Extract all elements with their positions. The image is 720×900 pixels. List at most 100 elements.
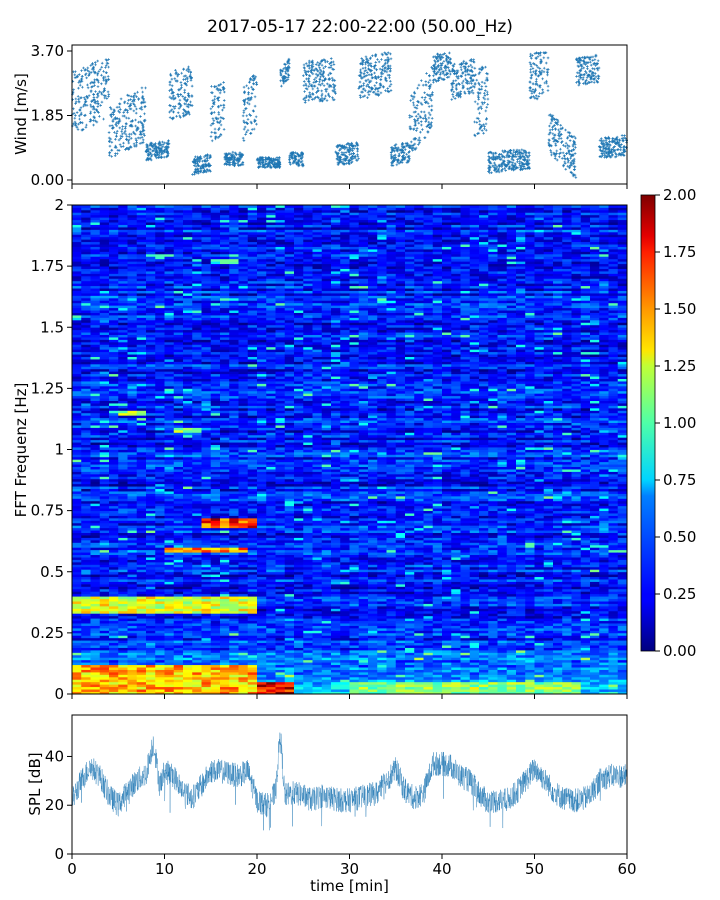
spectrogram-cell (109, 327, 119, 331)
spectrogram-cell (72, 483, 82, 487)
spectrogram-cell (90, 398, 101, 401)
spectrogram-cell (136, 601, 147, 604)
spectrogram-cell (118, 275, 128, 279)
wind-point (84, 113, 87, 117)
spectrogram-cell (109, 437, 119, 441)
spectrogram-cell (136, 295, 147, 299)
spectrogram-cell (146, 608, 156, 612)
spectrogram-cell (109, 649, 119, 653)
wind-point (74, 102, 77, 105)
spectrogram-cell (127, 273, 138, 277)
spectrogram-cell (90, 596, 101, 600)
spectrogram-cell (109, 564, 119, 568)
spectrogram-cell (146, 649, 156, 653)
spectrogram-cell (109, 505, 119, 509)
spectrogram-cell (109, 258, 119, 262)
spectrogram-cell (127, 561, 138, 565)
spectrogram-cell (127, 464, 138, 468)
spectrogram-cell (99, 275, 110, 279)
spectrogram-cell (127, 522, 138, 526)
spectrogram-cell (90, 344, 101, 348)
spectrogram-cell (81, 234, 91, 238)
spectrogram-cell (136, 473, 147, 477)
spectrogram-cell (81, 557, 91, 560)
wind-point (129, 136, 133, 140)
spectrogram-cell (90, 341, 101, 345)
spectrogram-cell (136, 244, 147, 247)
spectrogram-cell (99, 544, 110, 548)
spectrogram-cell (127, 613, 138, 617)
spectrogram-cell (99, 469, 110, 472)
wind-point (140, 105, 143, 109)
spectrogram-cell (90, 359, 101, 362)
spectrogram-cell (127, 351, 138, 355)
spectrogram-cell (72, 383, 82, 387)
spectrogram-cell (118, 444, 128, 448)
spectrogram-cell (99, 635, 110, 639)
spectrogram-cell (81, 410, 91, 414)
spectrogram-cell (72, 227, 82, 230)
spectrogram-cell (127, 244, 138, 247)
spectrogram-cell (99, 400, 110, 404)
spectrogram-cell (118, 681, 128, 685)
spectrogram-cell (99, 444, 110, 448)
spectrogram-cell (118, 637, 128, 641)
spectrogram-cell (99, 649, 110, 653)
spectrogram-cell (109, 410, 119, 414)
spectrogram-cell (118, 686, 128, 690)
spectrogram-cell (99, 645, 110, 648)
spectrogram-cell (90, 373, 101, 377)
spectrogram-cell (118, 251, 128, 255)
spectrogram-cell (90, 559, 101, 563)
spectrogram-cell (127, 520, 138, 524)
spectrogram-cell (109, 569, 119, 573)
spectrogram-cell (118, 393, 128, 397)
spectrogram-cell (109, 395, 119, 399)
spectrogram-cell (109, 231, 119, 235)
spectrogram-cell (127, 623, 138, 626)
spectrogram-cell (72, 478, 82, 482)
spectrogram-cell (99, 581, 110, 585)
spectrogram-cell (136, 412, 147, 416)
spectrogram-cell (72, 459, 82, 463)
spectrogram-cell (90, 681, 101, 685)
spectrogram-cell (90, 407, 101, 411)
spectrogram-cell (72, 530, 82, 534)
spectrogram-cell (136, 293, 147, 296)
wind-point (106, 75, 110, 78)
spectrogram-cell (109, 588, 119, 592)
spectrogram-cell (127, 297, 138, 301)
spectrogram-cell (118, 464, 128, 468)
spectrogram-cell (81, 339, 91, 343)
spectrogram-cell (118, 679, 128, 683)
spectrogram-cell (72, 581, 82, 585)
spectrogram-cell (136, 373, 147, 377)
spectrogram-cell (109, 542, 119, 546)
spectrogram-cell (81, 268, 91, 272)
spectrogram-cell (136, 627, 147, 631)
spectrogram-cell (90, 434, 101, 438)
spectrogram-cell (109, 393, 119, 397)
spectrogram-cell (72, 280, 82, 284)
spectrogram-cell (72, 398, 82, 401)
spectrogram-cell (136, 403, 147, 406)
spectrogram-cell (136, 491, 147, 494)
spectrogram-cell (136, 415, 147, 419)
spectrogram-cell (127, 493, 138, 497)
wind-point (100, 73, 103, 77)
wind-ytick-label: 0.00 (31, 171, 64, 189)
wind-ytick-label: 1.85 (31, 107, 64, 125)
wind-point (104, 66, 107, 69)
spectrogram-cell (99, 403, 110, 406)
spectrogram-cell (136, 552, 147, 556)
spectrogram-cell (99, 637, 110, 641)
spectrogram-cell (109, 632, 119, 636)
spectrogram-cell (90, 420, 101, 423)
spectrogram-cell (90, 686, 101, 690)
spectrogram-cell (127, 332, 138, 335)
wind-point (126, 93, 129, 97)
spectrogram-cell (90, 613, 101, 617)
spectrogram-cell (99, 508, 110, 512)
spectrogram-cell (72, 285, 82, 289)
spectrogram-cell (127, 224, 138, 228)
